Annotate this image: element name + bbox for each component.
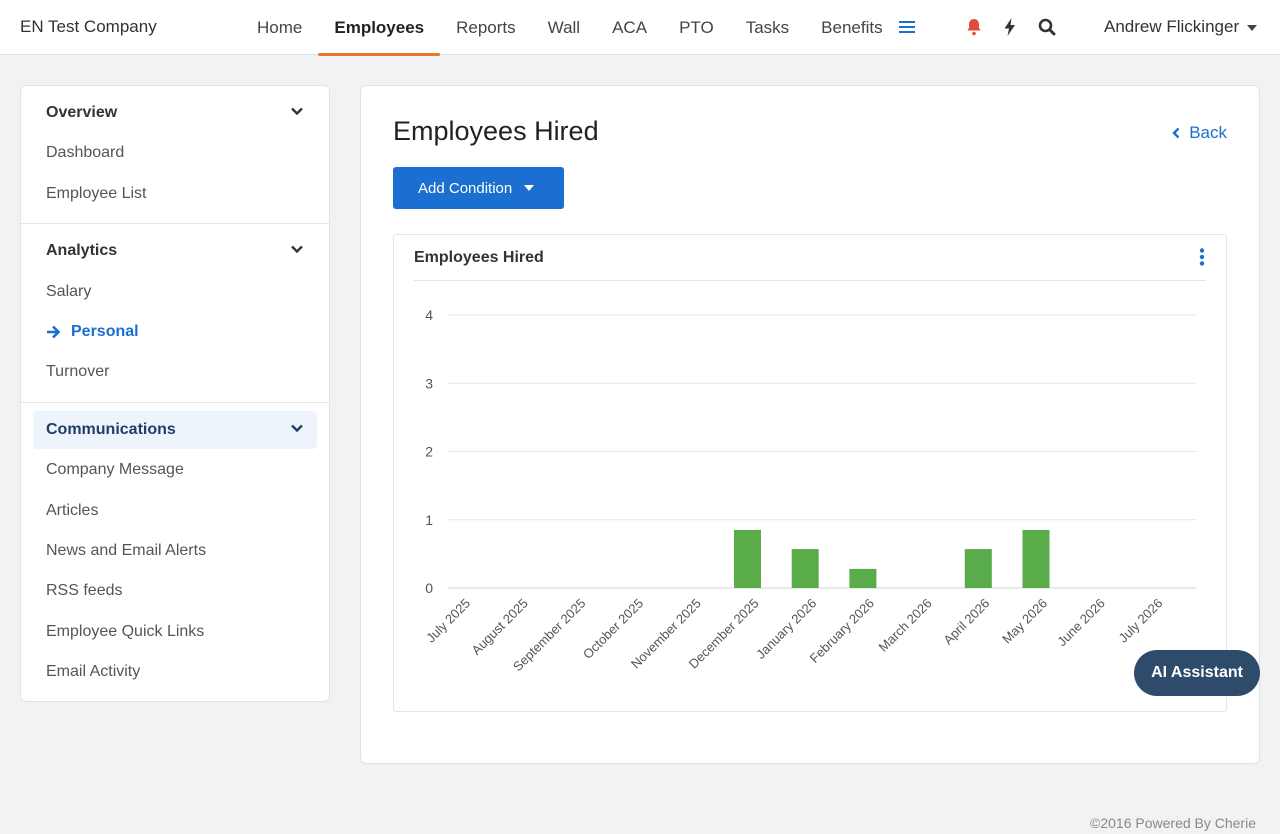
caret-down-icon: [524, 185, 535, 191]
section-analytics[interactable]: Analytics: [33, 232, 317, 270]
x-tick-label: May 2026: [999, 596, 1050, 647]
sidebar-item-salary[interactable]: Salary: [46, 283, 92, 300]
section-title: Analytics: [46, 242, 118, 259]
sidebar-item-personal[interactable]: Personal: [46, 323, 139, 341]
sidebar-item-turnover[interactable]: Turnover: [46, 363, 110, 380]
y-tick-label: 4: [425, 307, 433, 323]
section-title: Communications: [46, 421, 176, 438]
menu-icon[interactable]: [897, 19, 917, 35]
y-tick-label: 1: [425, 512, 433, 528]
y-tick-label: 3: [425, 375, 433, 391]
sidebar-item-employee-list[interactable]: Employee List: [46, 185, 147, 202]
sidebar-item-news-email-alerts[interactable]: News and Email Alerts: [46, 542, 207, 559]
x-tick-label: August 2025: [469, 596, 531, 658]
x-tick-label: April 2026: [940, 596, 992, 648]
section-title: Overview: [46, 104, 118, 121]
nav-pto[interactable]: PTO: [679, 17, 714, 37]
chevron-down-icon: [291, 107, 303, 115]
nav-benefits[interactable]: Benefits: [821, 17, 883, 37]
ai-assistant-button[interactable]: AI Assistant: [1134, 650, 1260, 696]
y-tick-label: 0: [425, 580, 433, 596]
back-label: Back: [1189, 123, 1227, 142]
sidebar-item-rss-feeds[interactable]: RSS feeds: [46, 582, 123, 599]
top-navigation-bar: EN Test Company Home Employees Reports W…: [0, 0, 1280, 56]
sidebar-item-company-message[interactable]: Company Message: [46, 461, 184, 478]
nav-wall[interactable]: Wall: [547, 17, 581, 37]
back-link[interactable]: Back: [1172, 123, 1227, 143]
chevron-left-icon: [1172, 127, 1180, 139]
x-tick-label: March 2026: [876, 596, 935, 655]
sidebar-item-dashboard[interactable]: Dashboard: [46, 144, 125, 161]
section-overview[interactable]: Overview: [33, 94, 317, 132]
add-condition-button[interactable]: Add Condition: [393, 167, 564, 209]
nav-reports[interactable]: Reports: [456, 17, 516, 37]
nav-aca[interactable]: ACA: [612, 17, 648, 37]
x-tick-label: June 2026: [1054, 596, 1108, 650]
nav-home[interactable]: Home: [257, 17, 303, 37]
x-tick-label: July 2026: [1116, 596, 1166, 646]
sidebar-item-label: Personal: [71, 323, 139, 340]
y-tick-label: 2: [425, 444, 433, 460]
divider: [21, 402, 329, 403]
main-panel: Employees Hired Back Add Condition Emplo…: [360, 85, 1260, 764]
company-name[interactable]: EN Test Company: [20, 17, 157, 36]
section-communications[interactable]: Communications: [33, 411, 317, 449]
chevron-down-icon: [291, 245, 303, 253]
add-condition-label: Add Condition: [418, 179, 513, 197]
nav-tasks[interactable]: Tasks: [745, 17, 790, 37]
x-tick-label: July 2025: [423, 596, 473, 646]
main-nav: Home Employees Reports Wall ACA PTO Task…: [241, 0, 899, 56]
footer-text: ©2016 Powered By Cherie: [1090, 815, 1256, 831]
more-options-icon[interactable]: [1196, 247, 1208, 267]
user-name: Andrew Flickinger: [1104, 17, 1240, 36]
sidebar-item-email-activity[interactable]: Email Activity: [46, 663, 141, 680]
bar: [849, 568, 877, 588]
chart-card-title: Employees Hired: [414, 249, 544, 266]
sidebar-item-articles[interactable]: Articles: [46, 502, 99, 519]
bar: [964, 549, 992, 588]
bar: [734, 529, 761, 588]
bell-icon[interactable]: [963, 16, 985, 38]
bolt-icon[interactable]: [999, 16, 1021, 38]
bar: [791, 549, 819, 588]
chevron-down-icon: [291, 424, 303, 432]
bar: [1022, 529, 1050, 588]
page-title: Employees Hired: [393, 116, 599, 146]
user-menu[interactable]: Andrew Flickinger: [1104, 17, 1258, 37]
search-icon[interactable]: [1036, 16, 1058, 38]
arrow-right-icon: [47, 325, 61, 339]
chart-header-divider: [414, 280, 1206, 281]
nav-employees[interactable]: Employees: [318, 0, 440, 56]
divider: [21, 223, 329, 224]
chart-card: Employees Hired 0 1 2 3 4 July 2025 August 202…: [393, 234, 1227, 712]
sidebar: Overview Dashboard Employee List Analyti…: [20, 85, 330, 702]
sidebar-item-employee-quick-links[interactable]: Employee Quick Links: [46, 623, 205, 640]
caret-down-icon: [1247, 24, 1258, 31]
